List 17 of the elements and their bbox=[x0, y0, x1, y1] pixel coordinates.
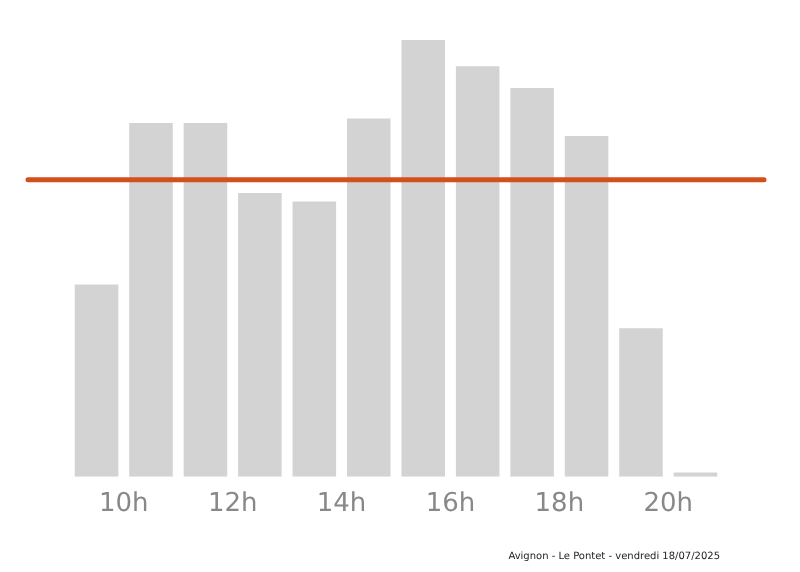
x-tick-label: 20h bbox=[643, 489, 693, 520]
bar bbox=[619, 328, 663, 477]
bar bbox=[129, 122, 173, 477]
bar bbox=[455, 66, 500, 477]
bar bbox=[238, 192, 282, 477]
x-tick-label: 16h bbox=[425, 489, 476, 520]
x-tick-label: 18h bbox=[534, 489, 585, 520]
bar bbox=[564, 136, 609, 477]
x-tick-label: 12h bbox=[207, 489, 258, 520]
bar bbox=[183, 122, 228, 477]
bar bbox=[347, 118, 391, 477]
bar bbox=[74, 284, 119, 477]
bar bbox=[292, 201, 337, 477]
bar bbox=[401, 40, 445, 477]
bar bbox=[510, 88, 554, 477]
x-tick-label: 10h bbox=[99, 489, 149, 520]
x-tick-label: 14h bbox=[316, 489, 367, 520]
